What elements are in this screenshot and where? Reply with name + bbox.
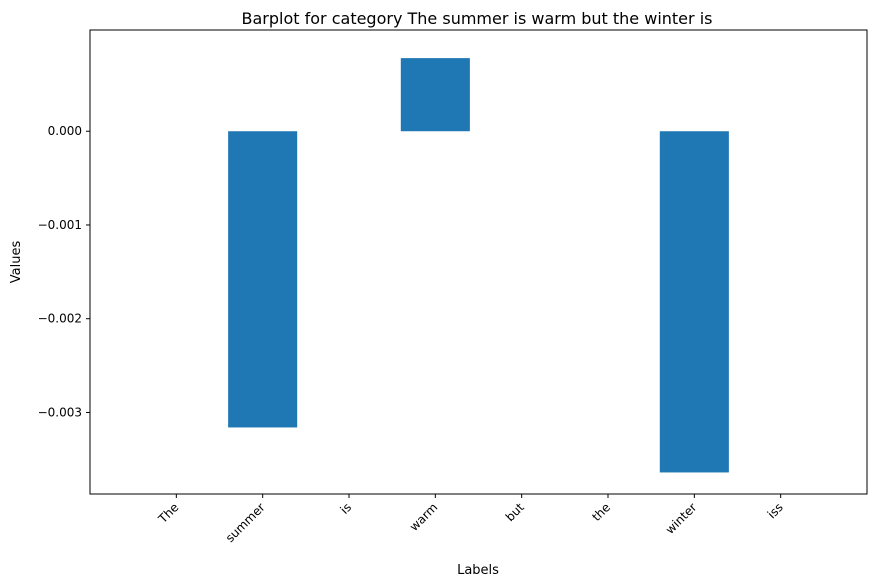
- y-axis-label: Values: [9, 241, 24, 284]
- y-tick-label: 0.000: [48, 124, 82, 138]
- plot-frame: [89, 29, 868, 495]
- bar-summer: [228, 131, 298, 428]
- bar-warm: [400, 58, 470, 132]
- x-tick-label: but: [503, 500, 527, 524]
- x-axis: The summer is warm but the winter iss: [155, 494, 786, 545]
- x-tick-label: iss: [765, 500, 786, 521]
- x-tick-label: is: [337, 500, 354, 517]
- y-tick-label: −0.001: [38, 218, 82, 232]
- x-tick-label: winter: [663, 500, 700, 537]
- bar-winter: [659, 131, 729, 473]
- x-tick-label: summer: [223, 500, 268, 545]
- x-axis-label: Labels: [457, 563, 499, 578]
- x-tick-label: warm: [407, 500, 441, 534]
- y-tick-label: −0.002: [38, 312, 82, 326]
- y-tick-label: −0.003: [38, 405, 82, 419]
- y-axis: 0.000 −0.001 −0.002 −0.003: [38, 124, 90, 419]
- bars-group: [228, 58, 729, 473]
- x-tick-label: the: [589, 500, 613, 524]
- x-tick-label: The: [155, 500, 181, 526]
- chart-title: Barplot for category The summer is warm …: [242, 9, 713, 28]
